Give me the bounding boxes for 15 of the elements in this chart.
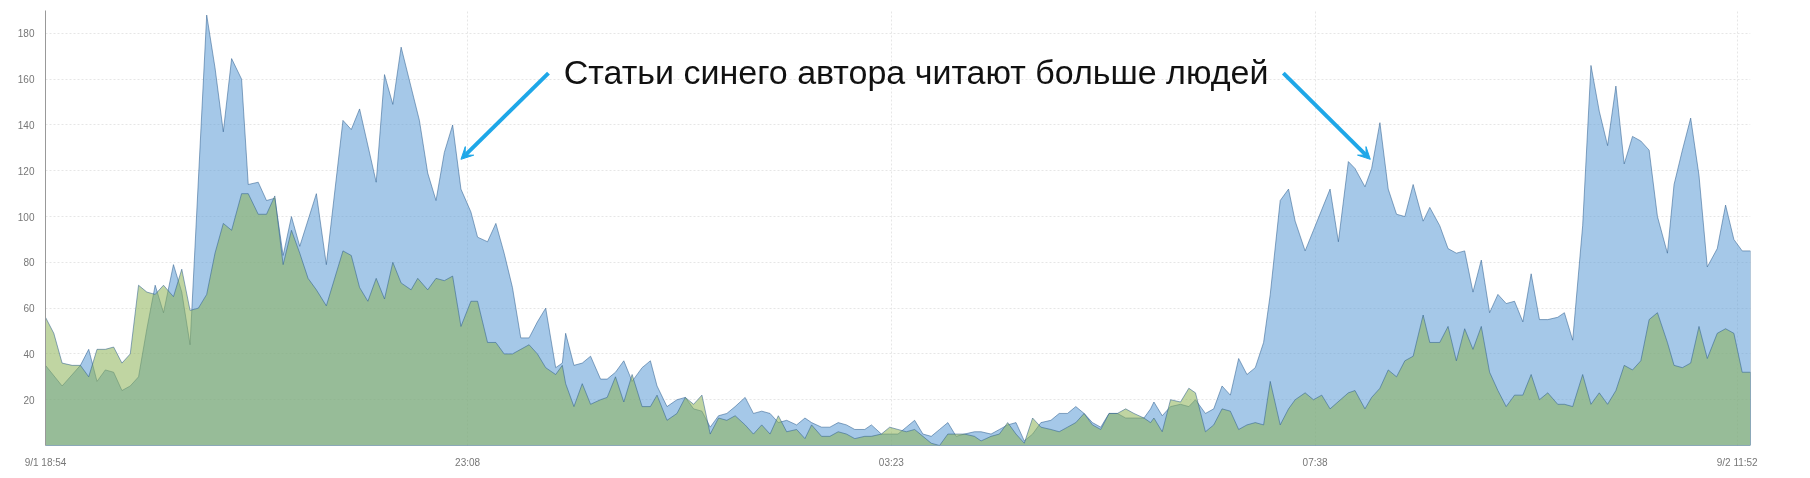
y-tick-label: 120: [17, 165, 35, 177]
annotation: Статьи синего автора читают больше людей: [563, 53, 1269, 92]
y-tick-label: 80: [23, 257, 35, 269]
x-tick-label: 9/2 11:52: [1716, 456, 1759, 468]
y-tick-label: 180: [17, 28, 35, 40]
y-tick-label: 100: [17, 211, 35, 223]
y-tick-label: 160: [17, 74, 35, 86]
x-tick-label: 9/1 18:54: [24, 456, 67, 468]
y-tick-label: 60: [23, 303, 35, 315]
x-tick-label: 23:08: [455, 456, 481, 468]
y-tick-label: 20: [23, 394, 35, 406]
x-tick-label: 03:23: [878, 456, 905, 468]
y-tick-label: 140: [17, 119, 35, 131]
x-tick-label: 07:38: [1302, 456, 1329, 468]
y-tick-label: 40: [23, 348, 35, 360]
